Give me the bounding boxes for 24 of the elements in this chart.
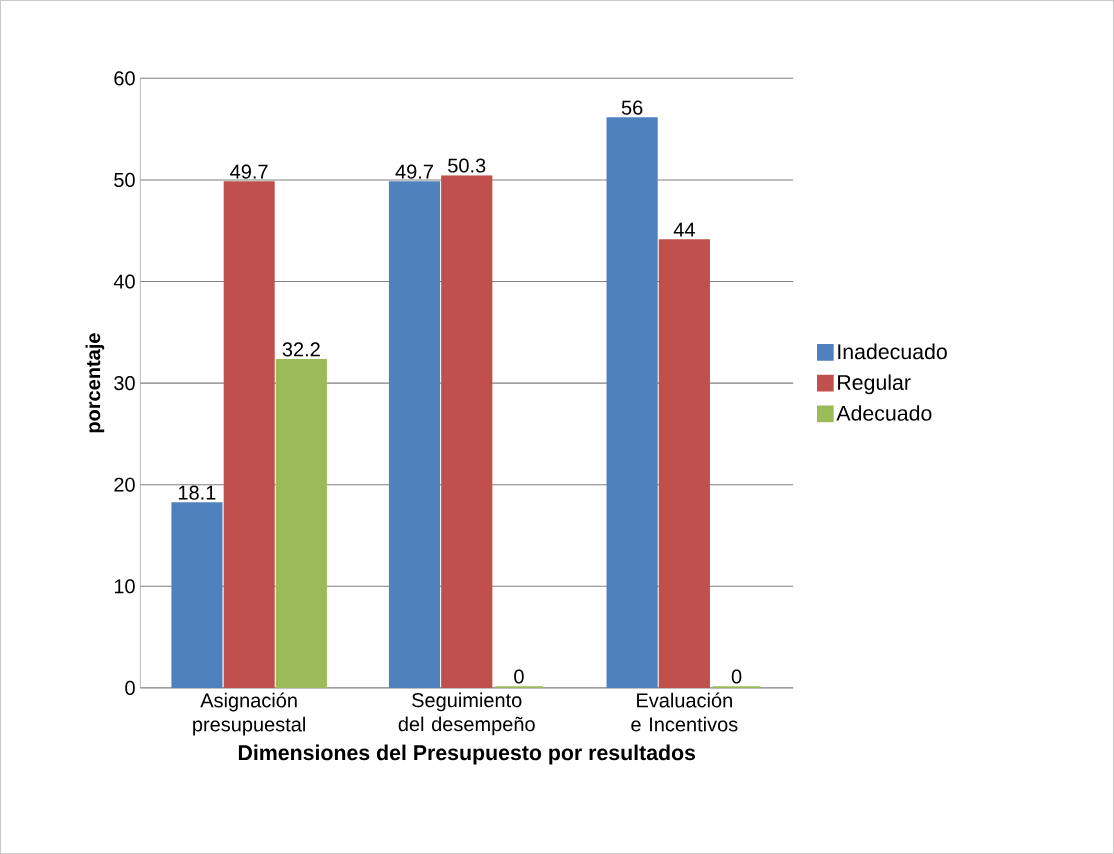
y-axis-title: porcentaje [85,333,105,433]
x-tick-label: Seguimiento del desempeño [398,692,535,736]
y-tick-label: 40 [113,274,135,289]
data-label: 56 [621,100,643,115]
y-tick-label: 10 [114,579,135,594]
legend-label: Adecuado [836,405,932,421]
x-axis-title: Dimensiones del Presupuesto por resultados [238,744,696,765]
data-label: 0 [731,669,742,684]
data-label: 49.7 [395,164,433,179]
y-tick-label: 30 [114,375,135,391]
data-label: 44 [673,222,695,237]
y-tick-label: 50 [114,172,135,187]
y-tick-label: 20 [114,477,135,492]
x-tick-label: Evaluación e Incentivos [631,692,738,732]
legend-label: Inadecuado [838,343,947,360]
data-label: 50.3 [448,158,486,173]
data-label: 49.7 [230,164,268,179]
data-label: 32.2 [282,342,320,357]
x-tick-label: Asignación presupuestal [193,692,305,736]
data-label: 18.1 [178,485,216,500]
y-tick-label: 60 [114,71,135,86]
legend-label: Regular [838,374,911,395]
data-label: 0 [514,669,524,684]
y-tick-label: 0 [125,680,135,695]
